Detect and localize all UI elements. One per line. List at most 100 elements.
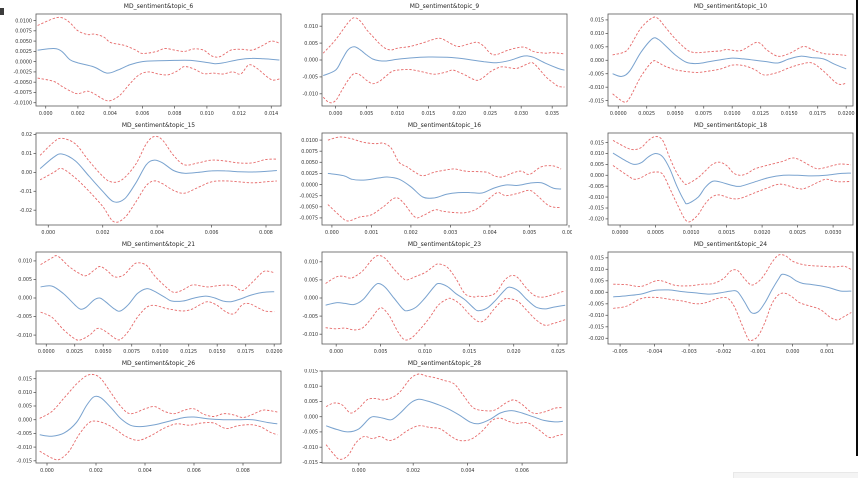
svg-text:0.006: 0.006 [136,111,150,117]
svg-text:0.006: 0.006 [205,230,219,236]
svg-text:-0.003: -0.003 [681,349,696,355]
plot-canvas: 0.000 0.002 0.004 0.006 0.008 0.02 0.01 0.00 -0.… [20,132,282,236]
svg-text:-0.020: -0.020 [589,217,604,223]
plot-canvas: 0.0000 0.0025 0.0050 0.0075 0.0100 0.0125 0.01… [589,13,855,117]
svg-text:-0.010: -0.010 [303,332,318,338]
plot-canvas: 0.000 0.002 0.004 0.006 0.015 0.010 0.005 0.000… [303,369,568,474]
svg-text:0.000: 0.000 [325,230,339,236]
svg-text:0.006: 0.006 [187,468,201,474]
svg-text:0.015: 0.015 [590,18,604,24]
svg-text:-0.010: -0.010 [589,313,604,319]
svg-text:-0.010: -0.010 [589,85,604,91]
svg-text:-0.0075: -0.0075 [13,90,32,96]
svg-text:0.010: 0.010 [18,259,32,265]
svg-text:0.0050: 0.0050 [15,39,32,45]
plot-canvas: 0.0000 0.0025 0.0050 0.0075 0.0100 0.0125 0.01… [17,251,283,355]
svg-text:0.0050: 0.0050 [301,160,318,166]
empty-grid-cell [572,359,858,478]
svg-text:0.0050: 0.0050 [667,111,684,117]
svg-text:-0.0100: -0.0100 [13,100,32,106]
subplot-title: MD_sentiment&topic_24 [693,241,768,248]
svg-text:0.000: 0.000 [304,414,318,420]
svg-text:0.003: 0.003 [444,230,458,236]
subplot-title: MD_sentiment&topic_18 [693,122,768,129]
svg-text:-0.0050: -0.0050 [13,80,32,86]
svg-text:0.0010: 0.0010 [683,230,700,236]
svg-text:-0.005: -0.005 [303,75,318,81]
svg-text:0.0000: 0.0000 [38,349,55,355]
svg-text:-0.005: -0.005 [303,430,318,436]
svg-text:0.000: 0.000 [40,468,54,474]
svg-text:0.02: 0.02 [21,132,32,138]
svg-text:-0.01: -0.01 [20,189,32,195]
subplot-title: MD_sentiment&topic_16 [407,122,482,129]
svg-text:0.001: 0.001 [365,230,379,236]
svg-text:0.015: 0.015 [304,369,318,375]
plot-canvas: 0.000 0.005 0.010 0.015 0.020 0.025 0.030 0.035… [303,13,568,117]
svg-text:0.010: 0.010 [590,151,604,157]
svg-text:-0.0050: -0.0050 [299,205,318,211]
svg-text:0.0150: 0.0150 [781,111,798,117]
subplot-topic-16: MD_sentiment&topic_16 0.000 0.001 0.002 0.0… [286,121,572,240]
svg-text:0.0000: 0.0000 [610,111,627,117]
svg-text:0.015: 0.015 [18,376,32,382]
svg-text:-0.002: -0.002 [716,349,731,355]
svg-text:0.015: 0.015 [590,140,604,146]
svg-text:0.000: 0.000 [786,349,800,355]
svg-text:0.004: 0.004 [461,468,475,474]
svg-text:0.0200: 0.0200 [266,349,283,355]
subplot-topic-18: MD_sentiment&topic_18 0.0000 0.0005 0.0010… [572,121,858,240]
svg-text:0.01: 0.01 [21,151,32,157]
svg-text:0.015: 0.015 [422,111,436,117]
svg-text:0.025: 0.025 [483,111,497,117]
svg-text:0.035: 0.035 [545,111,559,117]
svg-text:0.012: 0.012 [232,111,246,117]
svg-text:0.005: 0.005 [18,277,32,283]
svg-text:0.0075: 0.0075 [15,29,32,35]
svg-text:0.000: 0.000 [352,468,366,474]
svg-text:0.000: 0.000 [18,417,32,423]
svg-text:0.000: 0.000 [304,58,318,64]
svg-text:-0.005: -0.005 [589,302,604,308]
svg-text:0.020: 0.020 [507,349,521,355]
svg-text:0.014: 0.014 [264,111,278,117]
svg-text:0.0000: 0.0000 [15,59,32,65]
plot-canvas: 0.0000 0.0005 0.0010 0.0015 0.0020 0.0025 0.00… [589,132,854,236]
svg-text:0.0000: 0.0000 [612,230,629,236]
svg-text:0.0050: 0.0050 [95,349,112,355]
svg-text:0.005: 0.005 [304,278,318,284]
subplot-title: MD_sentiment&topic_15 [121,122,196,129]
svg-text:0.008: 0.008 [259,230,273,236]
svg-text:0.005: 0.005 [590,279,604,285]
subplot-title: MD_sentiment&topic_28 [407,360,482,367]
svg-text:-0.005: -0.005 [17,314,32,320]
svg-text:0.0075: 0.0075 [695,111,712,117]
svg-text:0.015: 0.015 [463,349,477,355]
svg-text:-0.005: -0.005 [17,431,32,437]
svg-text:0.0015: 0.0015 [718,230,735,236]
svg-text:0.000: 0.000 [41,230,55,236]
subplot-topic-10: MD_sentiment&topic_10 0.0000 0.0025 0.0050… [572,2,858,121]
svg-text:0.0025: 0.0025 [15,49,32,55]
subplot-title: MD_sentiment&topic_6 [123,3,194,10]
svg-text:0.0025: 0.0025 [301,171,318,177]
svg-text:0.0175: 0.0175 [237,349,254,355]
svg-text:0.002: 0.002 [71,111,85,117]
svg-text:0.0100: 0.0100 [15,18,32,24]
svg-text:-0.015: -0.015 [589,206,604,212]
svg-text:-0.005: -0.005 [303,314,318,320]
plot-canvas: 0.000 0.001 0.002 0.003 0.004 0.005 0.006 0.010… [299,132,572,236]
svg-text:0.000: 0.000 [329,349,343,355]
svg-text:0.008: 0.008 [168,111,182,117]
svg-text:0.0025: 0.0025 [789,230,806,236]
svg-text:0.0030: 0.0030 [825,230,842,236]
plot-canvas: -0.005 -0.004 -0.003 -0.002 -0.001 0.000 0.001… [589,251,854,355]
subplot-title: MD_sentiment&topic_21 [121,241,196,248]
subplot-title: MD_sentiment&topic_23 [407,241,482,248]
svg-text:0.010: 0.010 [590,267,604,273]
svg-text:-0.0075: -0.0075 [299,216,318,222]
svg-text:0.005: 0.005 [523,230,537,236]
svg-text:0.004: 0.004 [138,468,152,474]
svg-text:0.005: 0.005 [304,399,318,405]
